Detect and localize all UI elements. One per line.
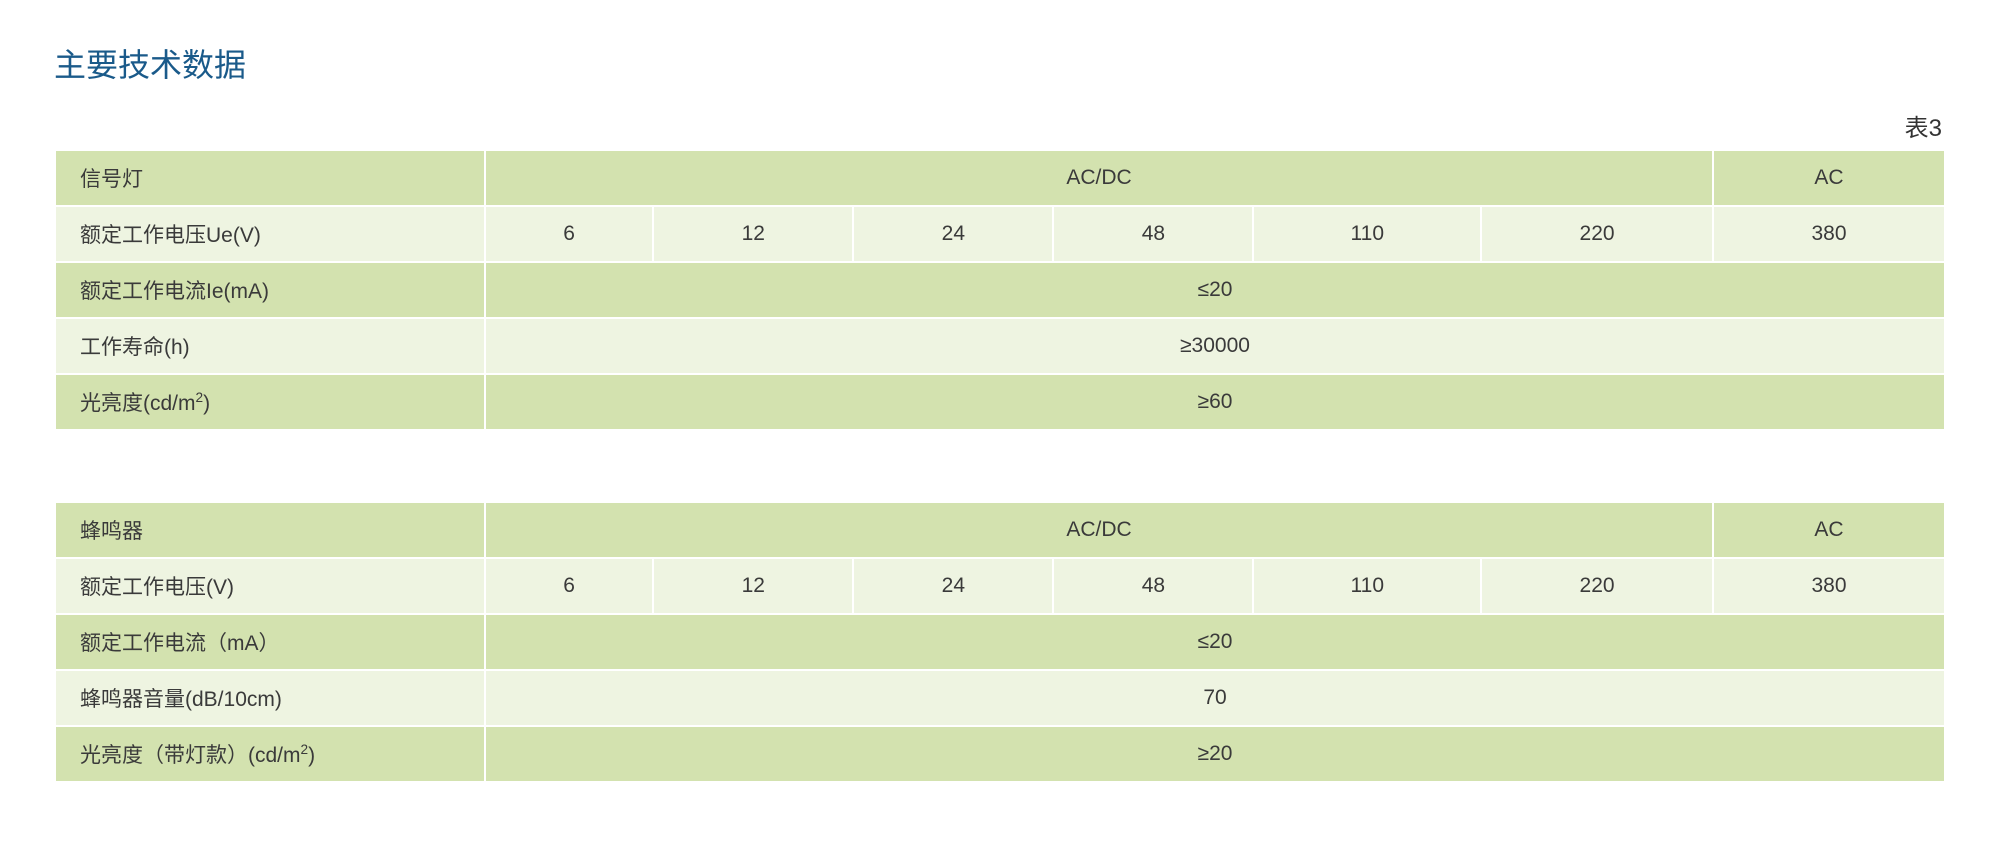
cell-value: AC	[1713, 502, 1945, 558]
cell-value: 12	[653, 206, 853, 262]
cell-value: AC	[1713, 150, 1945, 206]
row-label: 光亮度(cd/m2)	[55, 374, 485, 430]
cell-value: 24	[853, 558, 1053, 614]
table-row: 额定工作电流Ie(mA)≤20	[55, 262, 1945, 318]
row-label: 光亮度（带灯款）(cd/m2)	[55, 726, 485, 782]
row-label: 工作寿命(h)	[55, 318, 485, 374]
cell-value: ≤20	[485, 262, 1945, 318]
cell-value: 380	[1713, 558, 1945, 614]
table-row: 额定工作电流（mA）≤20	[55, 614, 1945, 670]
row-label: 额定工作电流（mA）	[55, 614, 485, 670]
cell-value: 48	[1053, 558, 1253, 614]
table-row: 光亮度(cd/m2)≥60	[55, 374, 1945, 430]
cell-value: AC/DC	[485, 150, 1713, 206]
table-signal-lamp: 信号灯AC/DCAC额定工作电压Ue(V)6122448110220380额定工…	[54, 149, 1946, 431]
table-row: 额定工作电压(V)6122448110220380	[55, 558, 1945, 614]
table-row: 光亮度（带灯款）(cd/m2)≥20	[55, 726, 1945, 782]
table-buzzer: 蜂鸣器AC/DCAC额定工作电压(V)6122448110220380额定工作电…	[54, 501, 1946, 783]
cell-value: ≥20	[485, 726, 1945, 782]
cell-value: 110	[1253, 558, 1481, 614]
row-label: 蜂鸣器	[55, 502, 485, 558]
cell-value: ≥30000	[485, 318, 1945, 374]
row-label: 蜂鸣器音量(dB/10cm)	[55, 670, 485, 726]
cell-value: 6	[485, 206, 653, 262]
cell-value: 110	[1253, 206, 1481, 262]
table-row: 工作寿命(h)≥30000	[55, 318, 1945, 374]
cell-value: 24	[853, 206, 1053, 262]
cell-value: 380	[1713, 206, 1945, 262]
page-title: 主要技术数据	[54, 40, 1946, 86]
cell-value: 12	[653, 558, 853, 614]
cell-value: ≤20	[485, 614, 1945, 670]
cell-value: AC/DC	[485, 502, 1713, 558]
cell-value: 70	[485, 670, 1945, 726]
table-row: 信号灯AC/DCAC	[55, 150, 1945, 206]
cell-value: 220	[1481, 206, 1713, 262]
row-label: 额定工作电流Ie(mA)	[55, 262, 485, 318]
cell-value: 6	[485, 558, 653, 614]
table-caption: 表3	[54, 108, 1946, 143]
row-label: 额定工作电压Ue(V)	[55, 206, 485, 262]
table-row: 额定工作电压Ue(V)6122448110220380	[55, 206, 1945, 262]
cell-value: 48	[1053, 206, 1253, 262]
row-label: 信号灯	[55, 150, 485, 206]
row-label: 额定工作电压(V)	[55, 558, 485, 614]
cell-value: ≥60	[485, 374, 1945, 430]
table-row: 蜂鸣器音量(dB/10cm)70	[55, 670, 1945, 726]
cell-value: 220	[1481, 558, 1713, 614]
table-row: 蜂鸣器AC/DCAC	[55, 502, 1945, 558]
